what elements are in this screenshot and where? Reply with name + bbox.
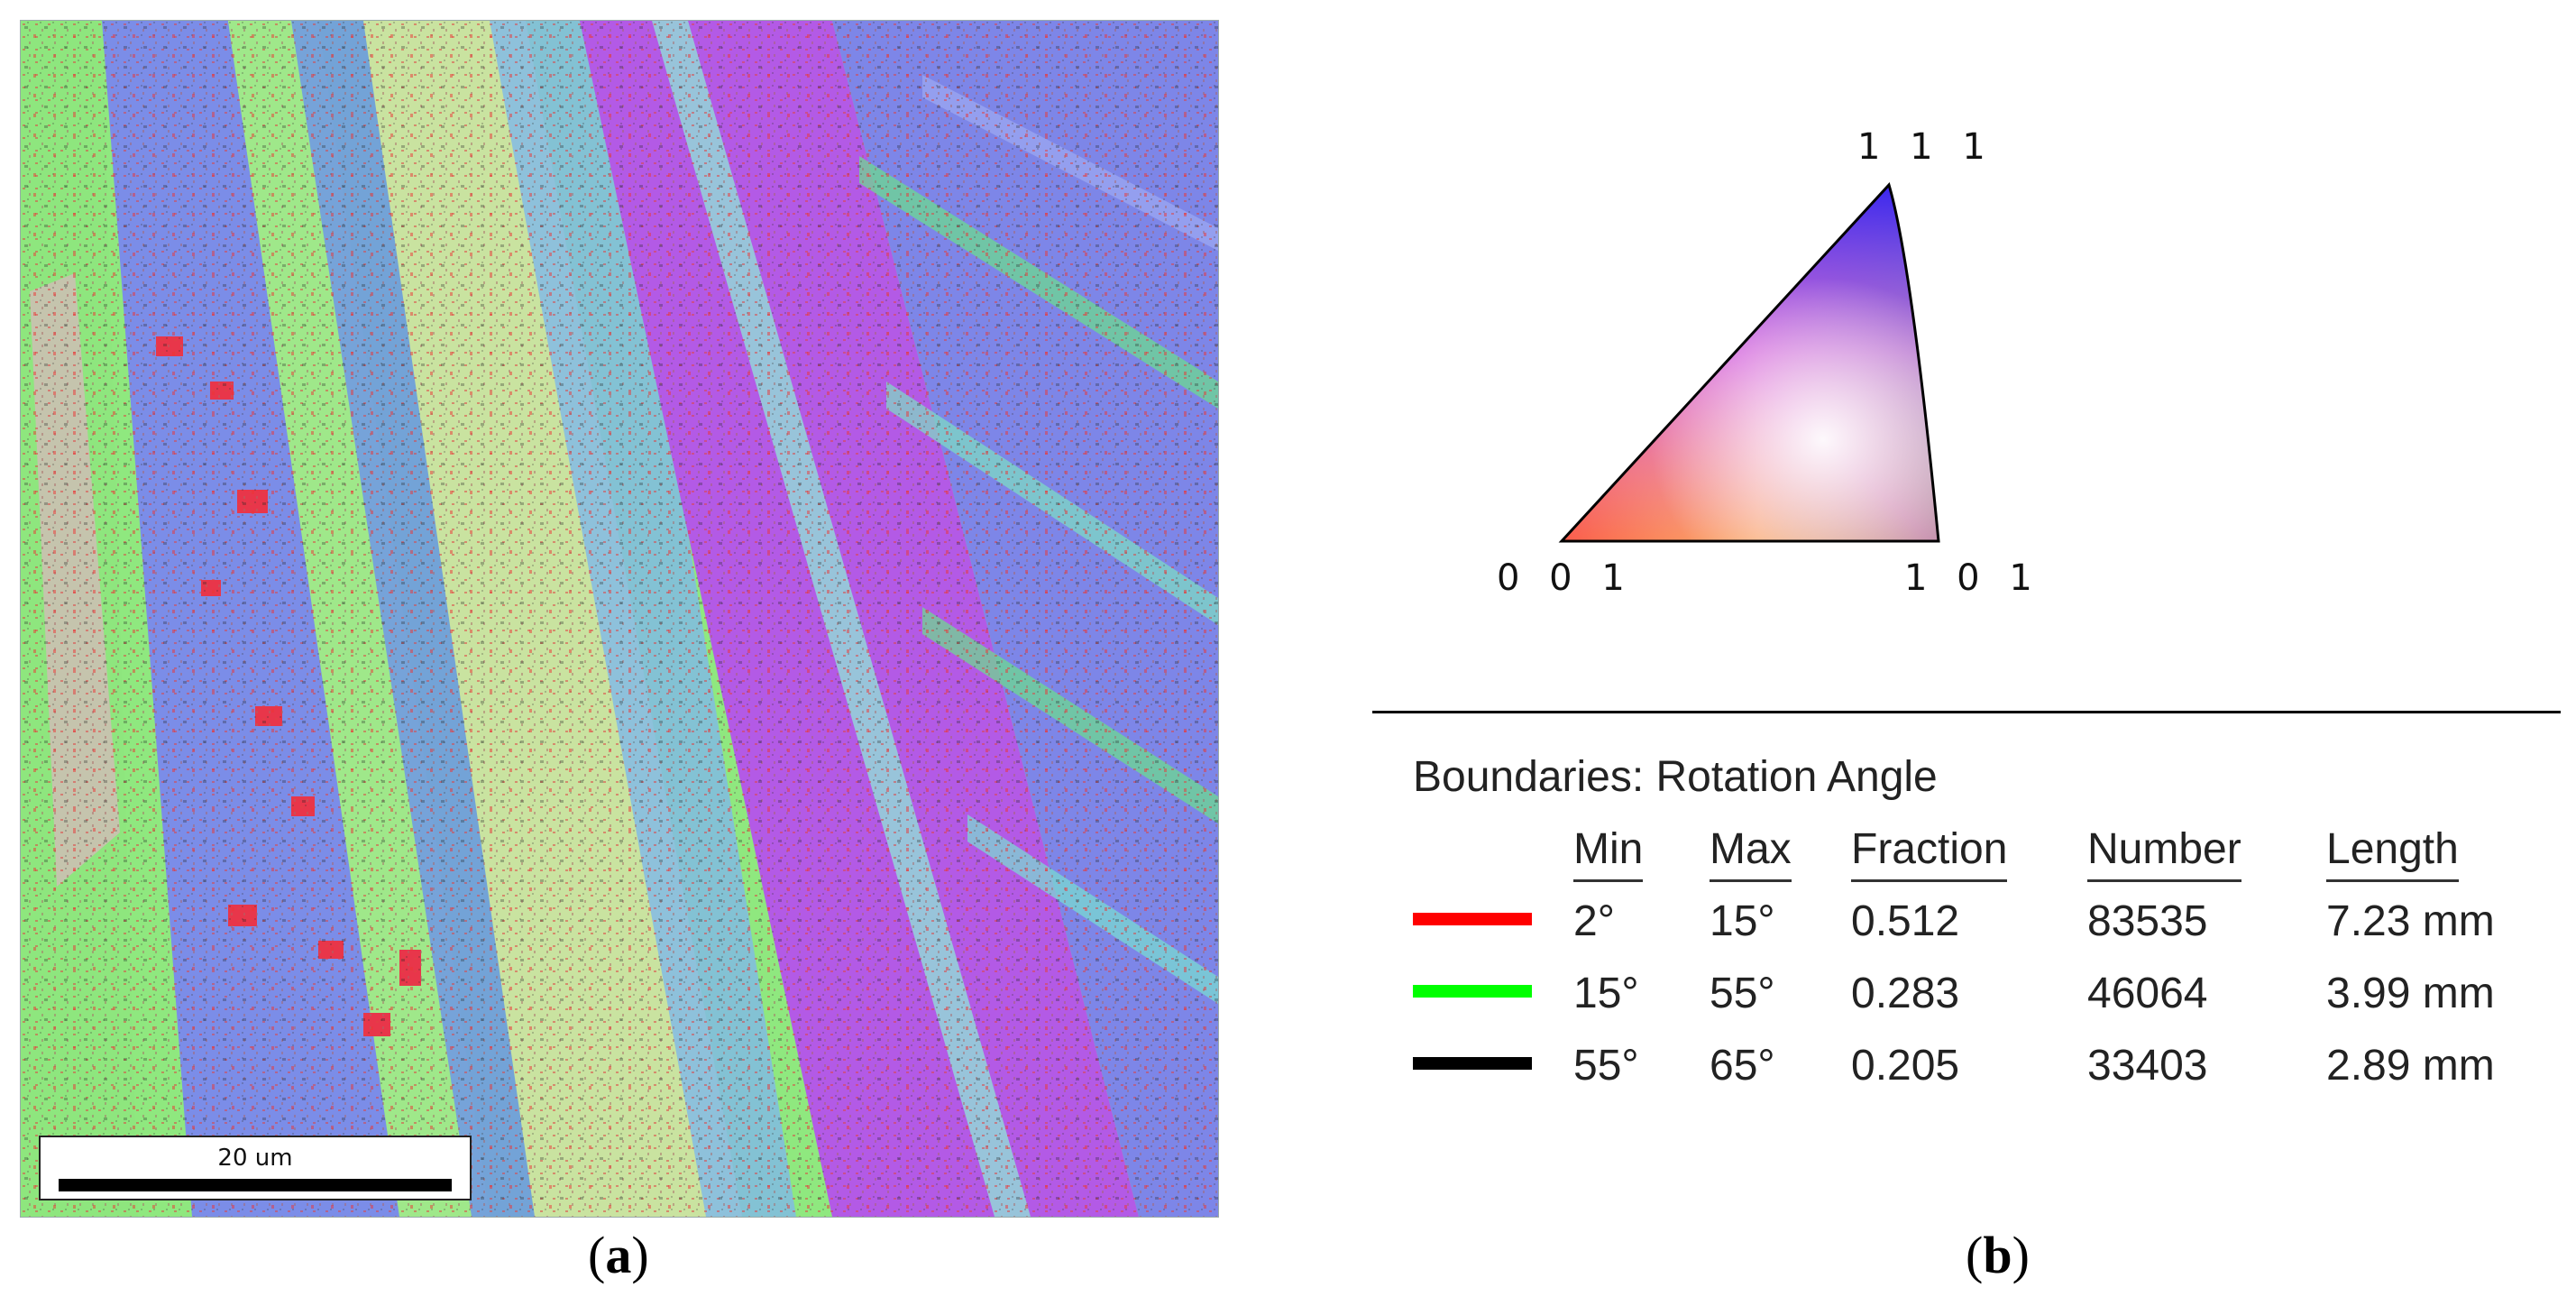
ebsd-map-graphic	[21, 21, 1218, 1217]
scale-bar: 20 um	[39, 1136, 472, 1200]
row3-min: 55°	[1573, 1042, 1639, 1090]
row2-max: 55°	[1710, 970, 1775, 1017]
scale-bar-line	[59, 1179, 452, 1191]
ipf-corner-101: 1 0 1	[1904, 557, 2041, 599]
section-divider	[1372, 711, 2561, 713]
legend-title: Boundaries: Rotation Angle	[1413, 753, 1938, 801]
ebsd-orientation-map: 20 um	[20, 20, 1219, 1218]
row3-length: 2.89 mm	[2326, 1042, 2495, 1090]
row2-min: 15°	[1573, 970, 1639, 1017]
row3-max: 65°	[1710, 1042, 1775, 1090]
legend-swatch-black	[1413, 1057, 1532, 1070]
ipf-corner-001: 0 0 1	[1497, 557, 1634, 599]
legend-swatch-green	[1413, 985, 1532, 998]
column-header-max: Max	[1710, 824, 1792, 882]
row2-number: 46064	[2087, 970, 2208, 1017]
row2-fraction: 0.283	[1851, 970, 1960, 1017]
panel-label-b: (b)	[1966, 1226, 2030, 1284]
column-header-fraction: Fraction	[1851, 824, 2008, 882]
column-header-number: Number	[2087, 824, 2241, 882]
row1-fraction: 0.512	[1851, 897, 1960, 945]
ipf-color-key	[1488, 126, 2029, 631]
row1-number: 83535	[2087, 897, 2208, 945]
row1-min: 2°	[1573, 897, 1615, 945]
ipf-corner-111: 1 1 1	[1857, 126, 1994, 168]
column-header-min: Min	[1573, 824, 1644, 882]
row3-number: 33403	[2087, 1042, 2208, 1090]
row2-length: 3.99 mm	[2326, 970, 2495, 1017]
panel-letter-b: b	[1983, 1226, 2012, 1284]
column-header-length: Length	[2326, 824, 2459, 882]
scale-bar-label: 20 um	[217, 1145, 293, 1172]
panel-letter-a: a	[605, 1226, 632, 1284]
panel-label-a: (a)	[588, 1226, 649, 1284]
legend-swatch-red	[1413, 913, 1532, 925]
ipf-triangle	[1558, 182, 1940, 543]
row1-length: 7.23 mm	[2326, 897, 2495, 945]
row3-fraction: 0.205	[1851, 1042, 1960, 1090]
row1-max: 15°	[1710, 897, 1775, 945]
